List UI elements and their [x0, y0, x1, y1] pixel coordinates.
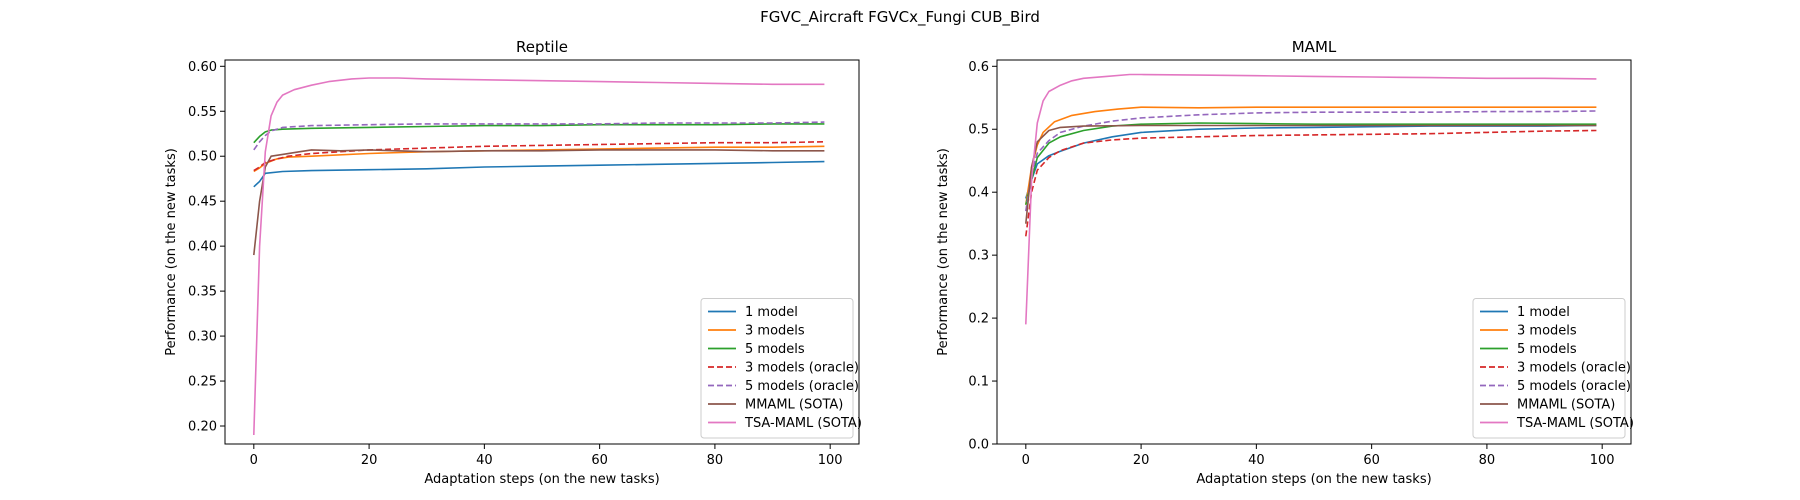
legend-entry-label: 5 models [745, 342, 805, 357]
x-tick-label: 60 [591, 453, 608, 468]
x-tick-label: 60 [1363, 453, 1380, 468]
y-axis-label: Performance (on the new tasks) [936, 148, 951, 356]
chart-maml: MAML 0 20 40 60 80 100 0.0 0.1 0.2 0.3 0.4 0.5 0.6 Ada… [936, 38, 1634, 487]
legend-entry-label: 3 models (oracle) [745, 361, 859, 376]
series-line-mmaml-sota [1025, 124, 1597, 224]
legend-entry-label: 3 models [745, 324, 805, 339]
x-tick-label: 100 [1590, 453, 1615, 468]
legend: 1 model 3 models 5 models 3 models (oracle)… [1472, 298, 1634, 439]
y-tick-label: 0.4 [968, 186, 989, 201]
plot-area-frame [996, 59, 1632, 445]
y-tick-label: 0.45 [188, 195, 217, 210]
x-tick-label: 80 [1479, 453, 1496, 468]
x-tick-label: 0 [250, 453, 258, 468]
figure-suptitle: FGVC_Aircraft FGVCx_Fungi CUB_Bird [760, 8, 1040, 27]
legend-box [1472, 298, 1626, 439]
y-tick-label: 0.3 [968, 249, 989, 264]
y-tick-label: 0.6 [968, 60, 989, 75]
series-group [253, 77, 825, 436]
series-line-tsa-maml-sota [253, 77, 825, 436]
chart-reptile: Reptile 0 20 40 60 80 100 0.20 0.25 0.30 0.35 0.40 0… [164, 38, 862, 487]
y-tick-label: 0.0 [968, 438, 989, 453]
y-tick-label: 0.25 [188, 375, 217, 390]
y-tick-label: 0.35 [188, 285, 217, 300]
y-tick-label: 0.55 [188, 105, 217, 120]
x-axis-label: Adaptation steps (on the new tasks) [1196, 472, 1431, 487]
legend: 1 model 3 models 5 models 3 models (oracle)… [700, 298, 862, 439]
series-line-1-model [253, 160, 825, 188]
series-line-tsa-maml-sota [1025, 73, 1597, 325]
y-tick-label: 0.5 [968, 123, 989, 138]
legend-entry-label: 1 model [745, 305, 798, 320]
x-tick-label: 40 [1248, 453, 1265, 468]
series-line-5-models [253, 123, 825, 144]
legend-entry-label: TSA-MAML (SOTA) [744, 416, 862, 431]
legend-entry-label: MMAML (SOTA) [745, 398, 843, 413]
series-line-3-models [1025, 106, 1597, 205]
series-line-1-model [1025, 124, 1597, 199]
legend-box [700, 298, 854, 439]
y-axis-label: Performance (on the new tasks) [164, 148, 179, 356]
series-line-5-models [1025, 122, 1597, 205]
y-tick-label: 0.60 [188, 60, 217, 75]
series-line-3-models-oracle [1025, 129, 1597, 237]
legend-entry-label: TSA-MAML (SOTA) [1516, 416, 1634, 431]
x-tick-label: 80 [707, 453, 724, 468]
x-tick-label: 0 [1022, 453, 1030, 468]
legend-entry-label: 5 models (oracle) [1517, 379, 1631, 394]
legend-entry-label: 5 models [1517, 342, 1577, 357]
y-tick-label: 0.2 [968, 312, 989, 327]
legend-entry-label: 3 models (oracle) [1517, 361, 1631, 376]
legend-entry-label: 5 models (oracle) [745, 379, 859, 394]
x-tick-label: 100 [818, 453, 843, 468]
chart-title: Reptile [516, 38, 568, 56]
y-tick-label: 0.50 [188, 150, 217, 165]
legend-entry-label: 1 model [1517, 305, 1570, 320]
x-tick-label: 20 [1133, 453, 1150, 468]
legend-entry-label: MMAML (SOTA) [1517, 398, 1615, 413]
series-line-5-models-oracle [1025, 110, 1597, 212]
legend-entry-label: 3 models [1517, 324, 1577, 339]
plot-area-frame [224, 59, 860, 445]
series-group [1025, 73, 1597, 325]
x-tick-label: 20 [361, 453, 378, 468]
y-tick-label: 0.40 [188, 240, 217, 255]
chart-title: MAML [1292, 38, 1337, 56]
y-tick-label: 0.30 [188, 330, 217, 345]
series-line-5-models-oracle [253, 121, 825, 151]
x-axis-label: Adaptation steps (on the new tasks) [424, 472, 659, 487]
x-tick-label: 40 [476, 453, 493, 468]
series-line-mmaml-sota [253, 149, 825, 256]
y-tick-label: 0.1 [968, 375, 989, 390]
y-tick-label: 0.20 [188, 420, 217, 435]
